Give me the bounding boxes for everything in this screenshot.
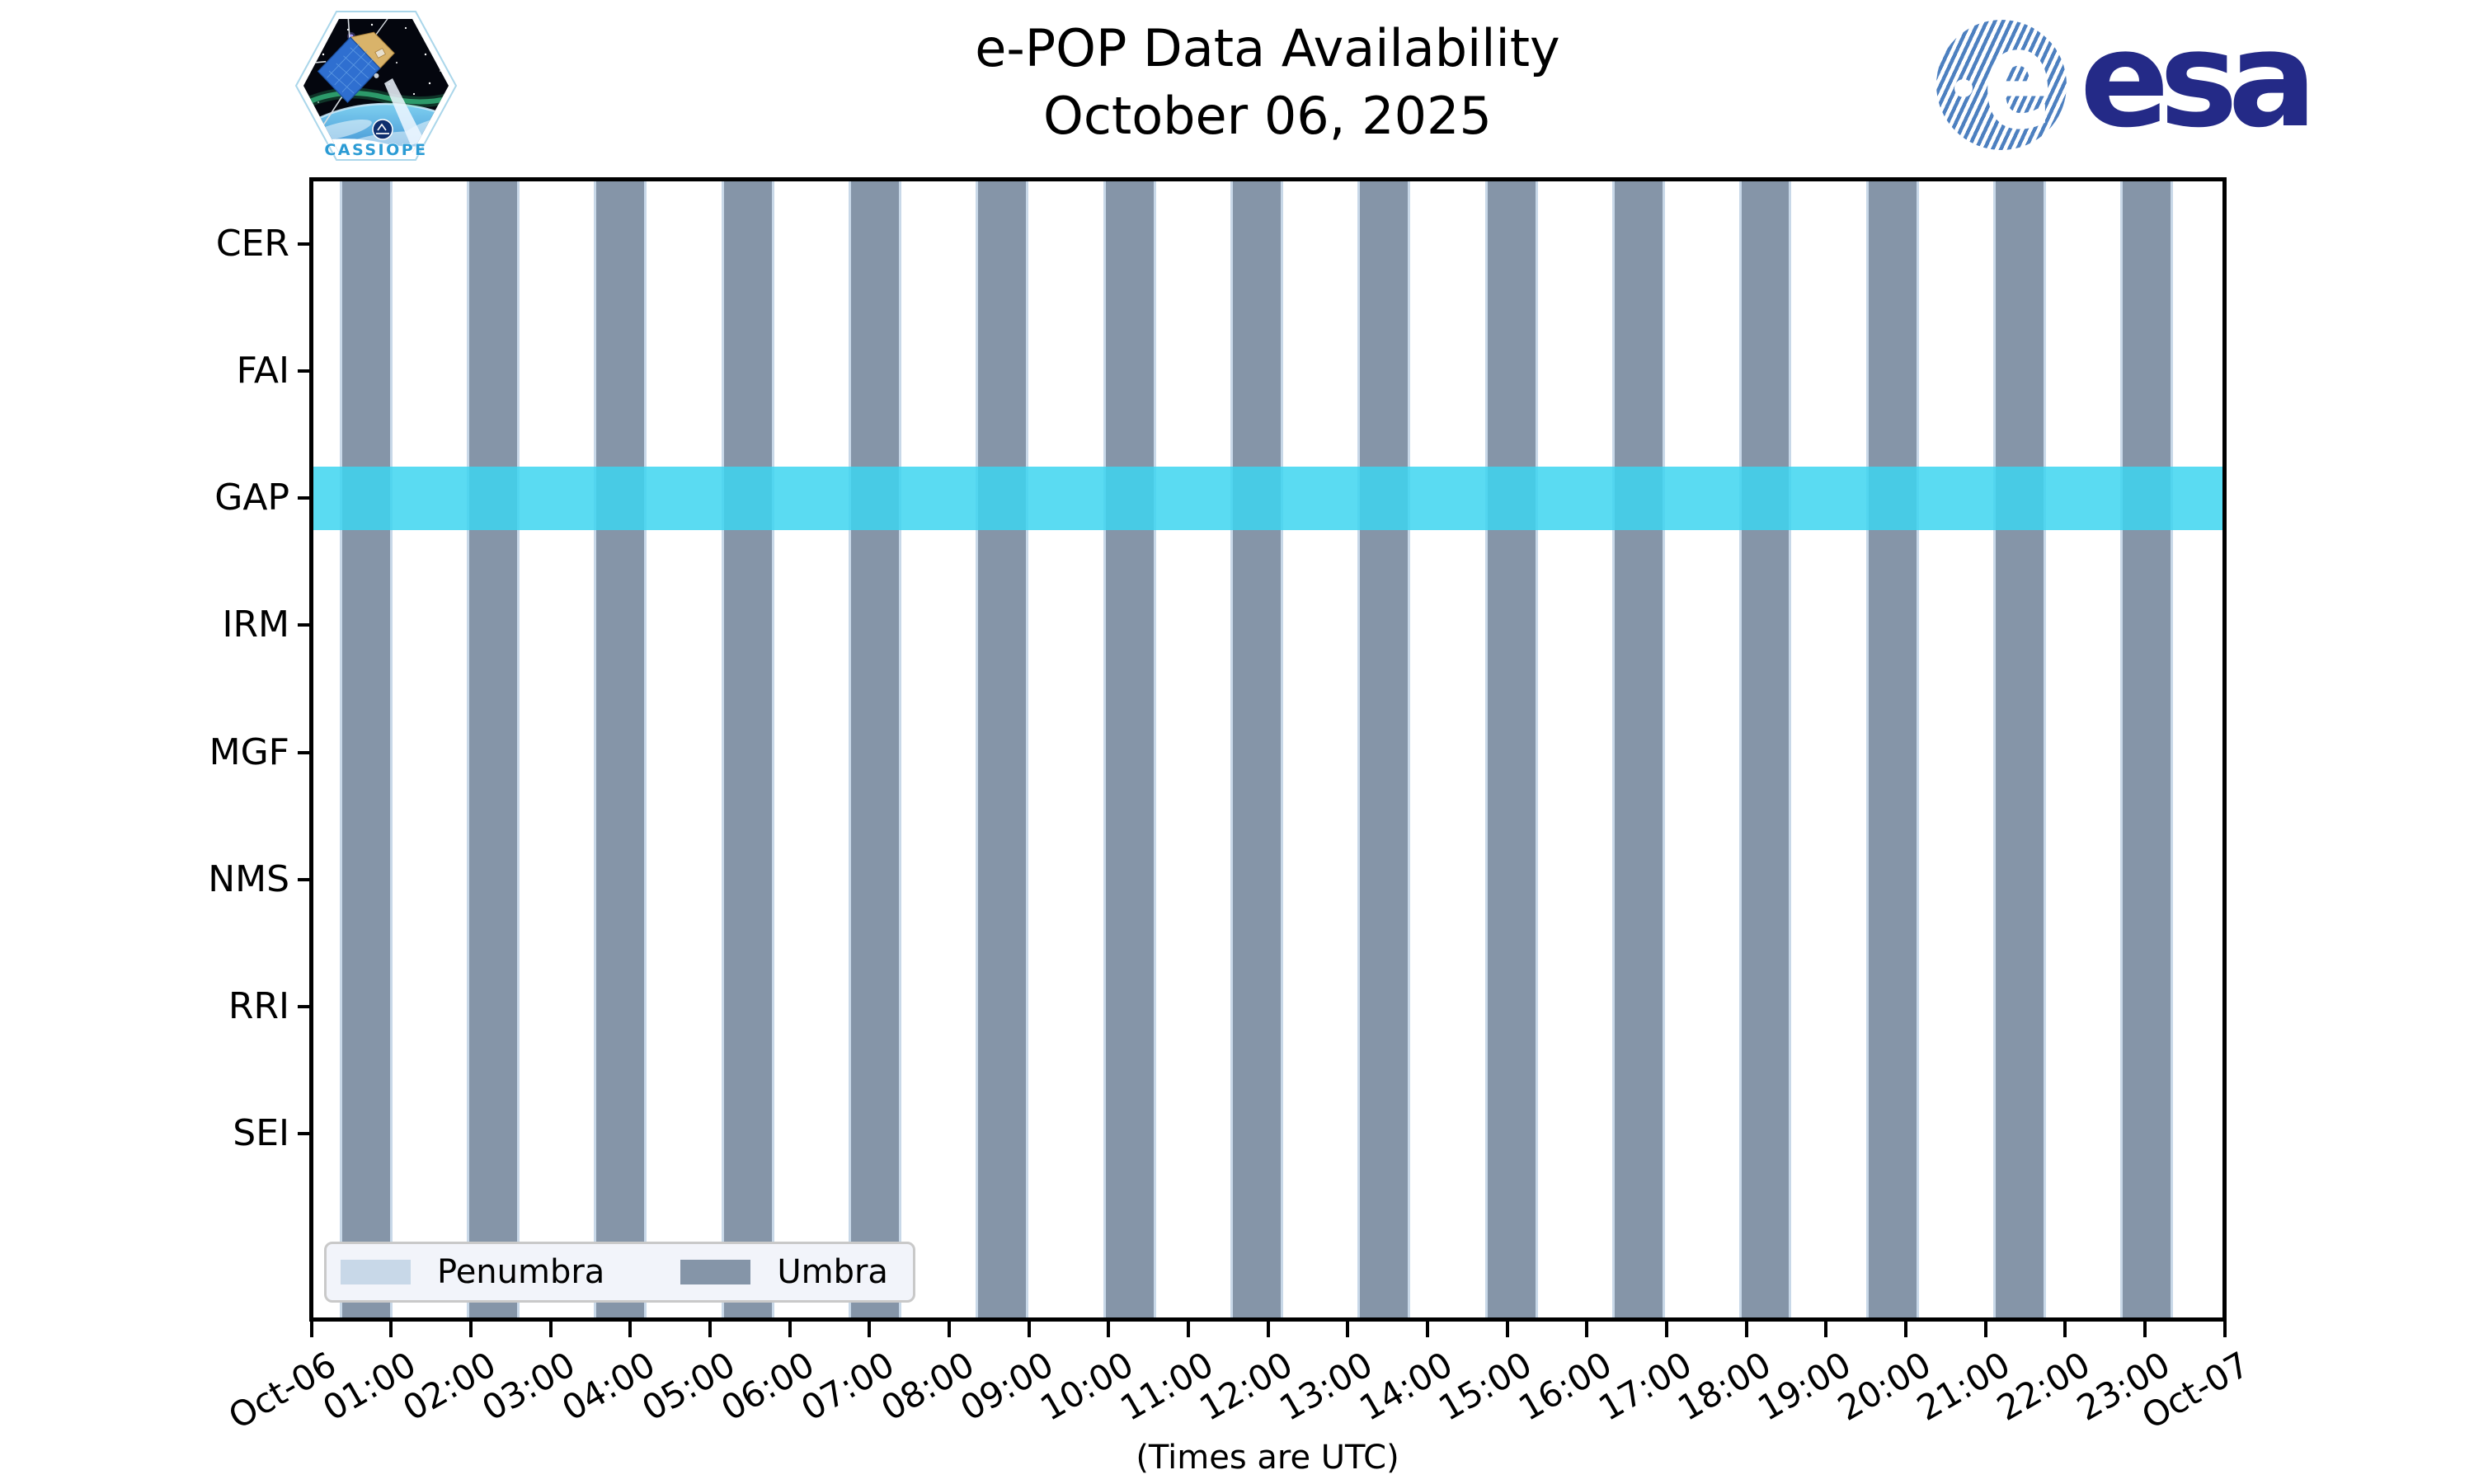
chart-title: e-POP Data Availability October 06, 2025 [975,15,1560,150]
umbra-bar [1360,181,1409,1317]
legend-swatch-penumbra [341,1260,411,1284]
umbra-bar [2123,181,2171,1317]
x-tick [1027,1322,1031,1337]
umbra-bar [1742,181,1790,1317]
umbra-bar [341,181,390,1317]
x-tick [548,1322,553,1337]
x-tick [947,1322,951,1337]
plot-area [309,177,2227,1322]
umbra-bar [1868,181,1917,1317]
x-tick [628,1322,633,1337]
y-tick-label-cer: CER [215,223,289,265]
umbra-bar [1615,181,1663,1317]
legend: Penumbra Umbra [324,1242,915,1303]
chart-title-line2: October 06, 2025 [1043,86,1492,146]
y-tick-label-rri: RRI [228,984,289,1027]
x-tick [1425,1322,1429,1337]
x-tick [708,1322,712,1337]
umbra-bar [1996,181,2044,1317]
availability-band-gap [313,467,2222,531]
esa-globe-dot [1954,79,1973,97]
umbra-bar [596,181,645,1317]
y-tick [298,750,309,754]
x-tick [1664,1322,1668,1337]
x-tick [2063,1322,2067,1337]
y-tick-label-mgf: MGF [209,730,289,773]
umbra-bar [1487,181,1536,1317]
x-tick [788,1322,792,1337]
chart-title-line1: e-POP Data Availability [975,18,1560,78]
x-axis-title: (Times are UTC) [1136,1439,1399,1477]
x-tick [1903,1322,1907,1337]
umbra-bar [469,181,517,1317]
umbra-bar [1105,181,1154,1317]
y-tick [298,1131,309,1135]
x-tick [868,1322,872,1337]
y-tick [298,877,309,881]
x-tick [2222,1322,2227,1337]
cassiope-mission-logo: CASSIOPE [289,5,463,167]
legend-label-umbra: Umbra [777,1253,888,1291]
y-tick-label-fai: FAI [236,350,289,392]
umbra-bar [723,181,772,1317]
x-tick [1983,1322,1987,1337]
x-tick [389,1322,393,1337]
y-tick [298,369,309,373]
cassiope-badge-icon: CASSIOPE [294,11,458,161]
esa-logo: e esa [1936,2,2317,157]
x-tick [1585,1322,1589,1337]
x-tick [1824,1322,1828,1337]
y-tick-label-irm: IRM [222,603,289,646]
x-tick [1186,1322,1190,1337]
x-tick [1505,1322,1509,1337]
y-tick-label-nms: NMS [208,857,289,900]
legend-label-penumbra: Penumbra [437,1253,605,1291]
y-tick [298,242,309,246]
esa-globe-icon: e [1936,10,2067,150]
umbra-bar [978,181,1027,1317]
x-tick [1266,1322,1270,1337]
y-tick [298,496,309,500]
x-tick [1744,1322,1748,1337]
cassiope-caption: CASSIOPE [324,141,427,159]
y-tick-label-gap: GAP [214,477,289,519]
umbra-bar [851,181,899,1317]
x-tick [468,1322,473,1337]
esa-globe-letter: e [1982,0,2053,161]
y-tick [298,623,309,627]
y-tick-label-sei: SEI [233,1111,289,1154]
legend-swatch-umbra [680,1260,751,1284]
esa-wordmark: esa [2080,2,2317,157]
x-tick [1107,1322,1111,1337]
x-tick [309,1322,313,1337]
x-tick [1346,1322,1350,1337]
x-tick [2142,1322,2147,1337]
y-tick [298,1004,309,1008]
umbra-bar [1233,181,1281,1317]
